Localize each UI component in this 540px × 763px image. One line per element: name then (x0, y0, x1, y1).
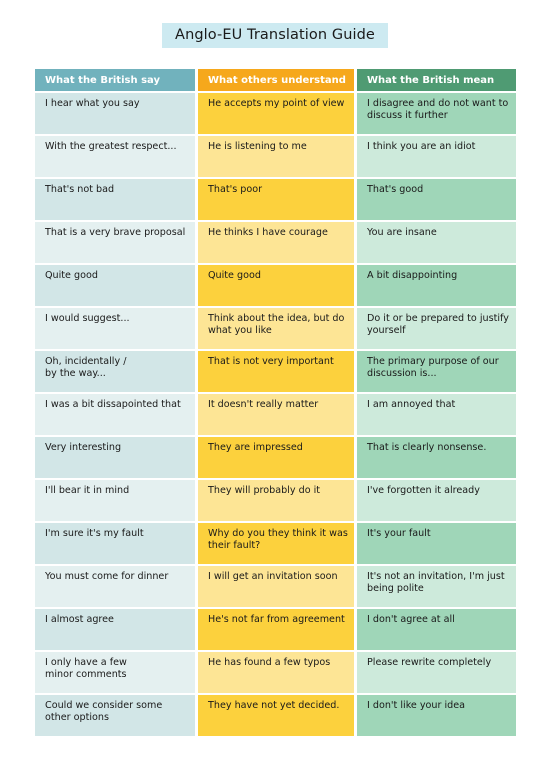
british-say-cell: I would suggest... (35, 308, 195, 349)
british-say-cell: I was a bit dissapointed that (35, 394, 195, 435)
british-say-cell: That is a very brave proposal (35, 222, 195, 263)
british-say-cell: I almost agree (35, 609, 195, 650)
british-mean-cell: Please rewrite completely (357, 652, 516, 693)
british-say-cell: You must come for dinner (35, 566, 195, 607)
table-row: I was a bit dissapointed that It doesn't … (35, 394, 516, 435)
header-british-mean: What the British mean (357, 69, 516, 91)
others-understand-cell: He has found a few typos (198, 652, 354, 693)
others-understand-cell: They will probably do it (198, 480, 354, 521)
table-row: Very interesting They are impressed That i… (35, 437, 516, 478)
table-row: I only have a few minor comments He has fo… (35, 652, 516, 693)
british-say-cell: Very interesting (35, 437, 195, 478)
british-mean-cell: I am annoyed that (357, 394, 516, 435)
british-say-cell: I'm sure it's my fault (35, 523, 195, 564)
table-row: I hear what you say He accepts my point o… (35, 93, 516, 134)
table-row: You must come for dinner I will get an in… (35, 566, 516, 607)
others-understand-cell: I will get an invitation soon (198, 566, 354, 607)
british-mean-cell: I've forgotten it already (357, 480, 516, 521)
british-say-cell: Quite good (35, 265, 195, 306)
british-mean-cell: You are insane (357, 222, 516, 263)
british-say-cell: I hear what you say (35, 93, 195, 134)
british-say-cell: That's not bad (35, 179, 195, 220)
british-mean-cell: That's good (357, 179, 516, 220)
british-mean-cell: A bit disappointing (357, 265, 516, 306)
table-row: Quite good Quite good A bit disappointing (35, 265, 516, 306)
header-british-say: What the British say (35, 69, 195, 91)
others-understand-cell: That is not very important (198, 351, 354, 392)
british-say-cell: Oh, incidentally / by the way... (35, 351, 195, 392)
others-understand-cell: It doesn't really matter (198, 394, 354, 435)
others-understand-cell: Why do you they think it was their fault… (198, 523, 354, 564)
table-row: I almost agree He's not far from agreemen… (35, 609, 516, 650)
header-others-understand: What others understand (198, 69, 354, 91)
others-understand-cell: That's poor (198, 179, 354, 220)
british-mean-cell: I think you are an idiot (357, 136, 516, 177)
table-row: That's not bad That's poor That's good (35, 179, 516, 220)
british-say-cell: I only have a few minor comments (35, 652, 195, 693)
table-body: I hear what you say He accepts my point o… (35, 93, 516, 736)
translation-table: What the British say What others underst… (32, 67, 519, 738)
table-row: I'll bear it in mind They will probably d… (35, 480, 516, 521)
table-row: I would suggest... Think about the idea, … (35, 308, 516, 349)
others-understand-cell: He is listening to me (198, 136, 354, 177)
british-mean-cell: That is clearly nonsense. (357, 437, 516, 478)
british-mean-cell: I disagree and do not want to discuss it… (357, 93, 516, 134)
guide-title: Anglo-EU Translation Guide (162, 23, 388, 48)
others-understand-cell: He accepts my point of view (198, 93, 354, 134)
british-say-cell: With the greatest respect... (35, 136, 195, 177)
british-mean-cell: It's not an invitation, I'm just being p… (357, 566, 516, 607)
table-row: With the greatest respect... He is listen… (35, 136, 516, 177)
others-understand-cell: He's not far from agreement (198, 609, 354, 650)
others-understand-cell: He thinks I have courage (198, 222, 354, 263)
table-row: That is a very brave proposal He thinks I… (35, 222, 516, 263)
others-understand-cell: They are impressed (198, 437, 354, 478)
british-mean-cell: I don't agree at all (357, 609, 516, 650)
table-row: I'm sure it's my fault Why do you they th… (35, 523, 516, 564)
british-say-cell: I'll bear it in mind (35, 480, 195, 521)
british-say-cell: Could we consider some other options (35, 695, 195, 736)
others-understand-cell: Think about the idea, but do what you li… (198, 308, 354, 349)
header-row: What the British say What others underst… (35, 69, 516, 91)
others-understand-cell: Quite good (198, 265, 354, 306)
british-mean-cell: Do it or be prepared to justify yourself (357, 308, 516, 349)
british-mean-cell: The primary purpose of our discussion is… (357, 351, 516, 392)
table-row: Could we consider some other options They… (35, 695, 516, 736)
british-mean-cell: It's your fault (357, 523, 516, 564)
others-understand-cell: They have not yet decided. (198, 695, 354, 736)
table-row: Oh, incidentally / by the way... That is n… (35, 351, 516, 392)
british-mean-cell: I don't like your idea (357, 695, 516, 736)
